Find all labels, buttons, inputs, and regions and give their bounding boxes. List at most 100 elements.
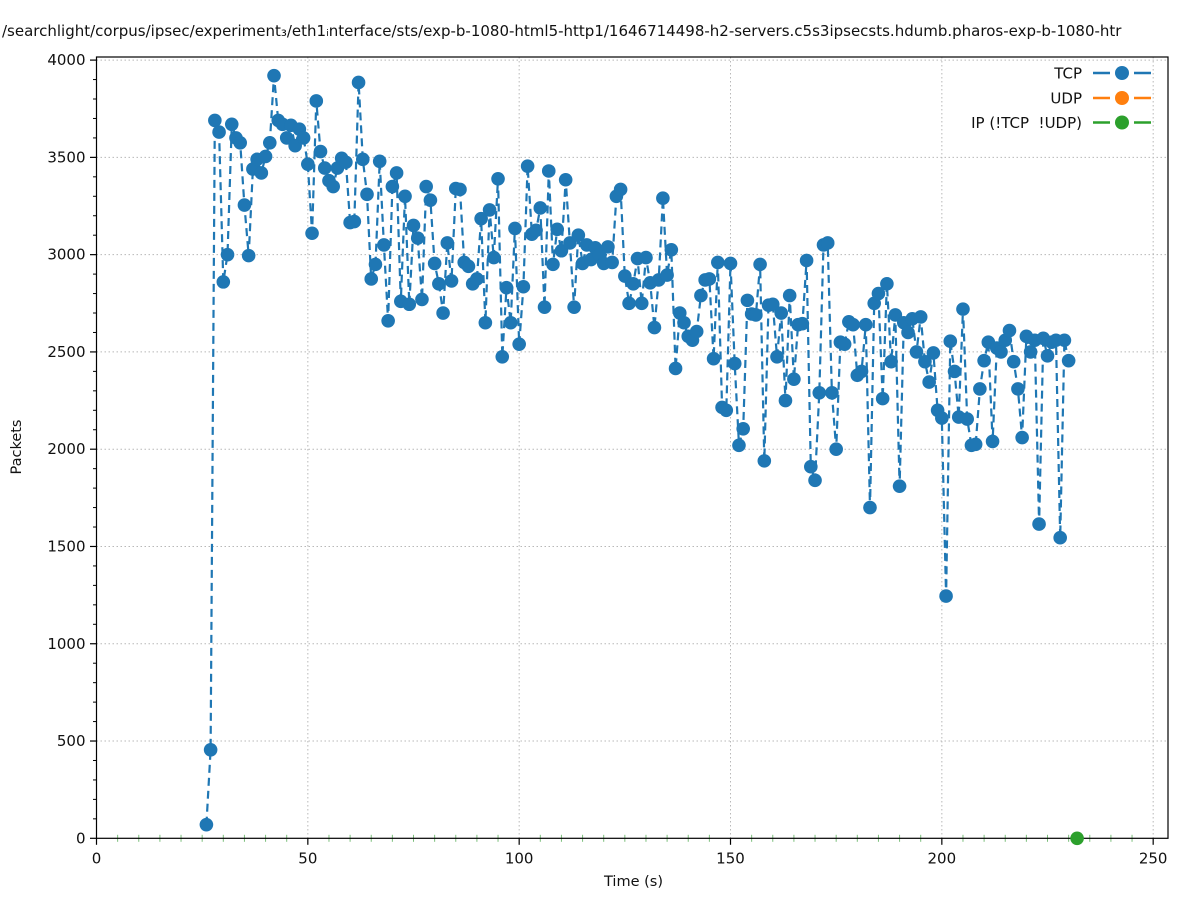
series-point-tcp: [203, 742, 218, 757]
x-axis-label: Time (s): [604, 874, 663, 890]
legend-marker-dot: [1115, 115, 1129, 130]
series-point-tcp: [829, 442, 843, 457]
legend-marker-dot: [1115, 91, 1129, 105]
series-point-tcp: [520, 159, 535, 173]
series-point-tcp: [601, 240, 615, 254]
series-point-tcp: [749, 308, 763, 322]
series-point-tcp: [571, 228, 586, 242]
series-point-tcp: [440, 236, 455, 250]
series-point-tcp: [825, 385, 839, 400]
axes-spines: [95, 56, 1169, 839]
series-point-tcp: [909, 345, 924, 359]
series-point-tcp: [1002, 323, 1017, 338]
series-point-tcp: [364, 272, 379, 286]
series-point-tcp: [947, 364, 962, 379]
legend-label: UDP: [1050, 90, 1082, 108]
series-point-tcp: [529, 223, 543, 238]
series-point-tcp: [402, 297, 417, 312]
series-point-tcp: [677, 315, 691, 330]
series-point-tcp: [301, 157, 315, 171]
series-point-tcp: [901, 325, 915, 340]
series-point-tcp: [913, 310, 928, 324]
series-point-tcp: [968, 437, 983, 452]
x-tick-label: 0: [92, 849, 102, 867]
series-point-tcp: [224, 117, 239, 132]
x-tick-label: 50: [298, 849, 317, 867]
legend-label: IP (!TCP !UDP): [971, 114, 1082, 132]
series-point-tcp: [782, 288, 797, 303]
series-point-tcp: [406, 218, 421, 233]
series-point-tcp: [208, 113, 222, 128]
y-tick-label: 3500: [47, 148, 85, 166]
series-point-tcp: [935, 411, 949, 425]
series-point-tcp: [1015, 430, 1029, 445]
series-point-tcp: [212, 125, 226, 139]
series-point-tcp: [660, 268, 674, 282]
series-point-tcp: [508, 221, 522, 236]
series-point-tcp: [474, 211, 488, 226]
series-point-tcp: [427, 256, 442, 271]
series-point-tcp: [656, 191, 670, 206]
series-point-tcp: [461, 259, 476, 274]
series-point-tcp: [977, 353, 991, 368]
series-point-tcp: [858, 317, 873, 332]
series-point-tcp: [943, 334, 958, 349]
series-point-tcp: [732, 438, 746, 453]
series-point-tcp: [381, 313, 395, 328]
series-point-tcp: [339, 155, 353, 170]
series-point-tcp: [512, 337, 526, 351]
series-point-tcp: [499, 280, 514, 295]
series-point-tcp: [351, 75, 366, 90]
series-point-tcp: [647, 320, 662, 335]
series-point-tcp: [258, 149, 273, 164]
series-point-tcp: [1006, 354, 1021, 369]
series-point-tcp: [711, 255, 725, 270]
series-point-tcp: [884, 354, 898, 369]
series-point-tcp: [706, 351, 721, 366]
series-point-tcp: [820, 236, 835, 250]
legend-marker-dot: [1115, 66, 1129, 80]
series-point-tcp: [220, 247, 235, 262]
y-tick-label: 1500: [47, 537, 85, 555]
series-point-tcp: [267, 68, 281, 83]
series-point-tcp: [926, 346, 941, 360]
series-point-tcp: [622, 296, 636, 311]
x-tick-label: 250: [1139, 849, 1168, 867]
y-axis-label: Packets: [9, 419, 25, 475]
series-point-tcp: [355, 152, 370, 167]
series-point-tcp: [719, 403, 734, 418]
series-point-tcp: [567, 300, 581, 314]
series-point-tcp: [1053, 530, 1067, 545]
series-point-tcp: [478, 315, 493, 330]
series-point-tcp: [537, 300, 552, 314]
x-tick-label: 200: [928, 849, 957, 867]
series-point-tcp: [736, 421, 750, 436]
series-point-tcp: [1011, 382, 1025, 396]
series-point-tcp: [419, 179, 433, 194]
series-point-tcp: [863, 500, 877, 515]
series-point-tcp: [558, 172, 573, 187]
series-point-tcp: [470, 272, 484, 286]
series-point-tcp: [360, 187, 374, 202]
series-point-tcp: [241, 248, 256, 263]
series-point-tcp: [605, 255, 619, 270]
series-point-tcp: [453, 182, 467, 197]
series-point-tcp: [774, 306, 789, 320]
series-point-tcp: [892, 479, 907, 493]
series-point-tcp: [398, 189, 412, 204]
x-tick-label: 150: [716, 849, 745, 867]
series-point-tcp: [541, 164, 556, 178]
series-point-tcp: [875, 391, 890, 406]
series-point-tcp: [432, 277, 446, 291]
series-point-tcp: [1023, 345, 1038, 359]
series-point-tcp: [377, 238, 391, 252]
series-point-tcp: [317, 161, 332, 175]
series-point-tcp: [389, 166, 404, 180]
series-point-tcp: [846, 317, 860, 332]
series-point-tcp: [1040, 349, 1055, 363]
series-point-tcp: [668, 361, 683, 376]
series-point-tcp: [727, 356, 742, 371]
series-point-tcp: [854, 364, 869, 379]
